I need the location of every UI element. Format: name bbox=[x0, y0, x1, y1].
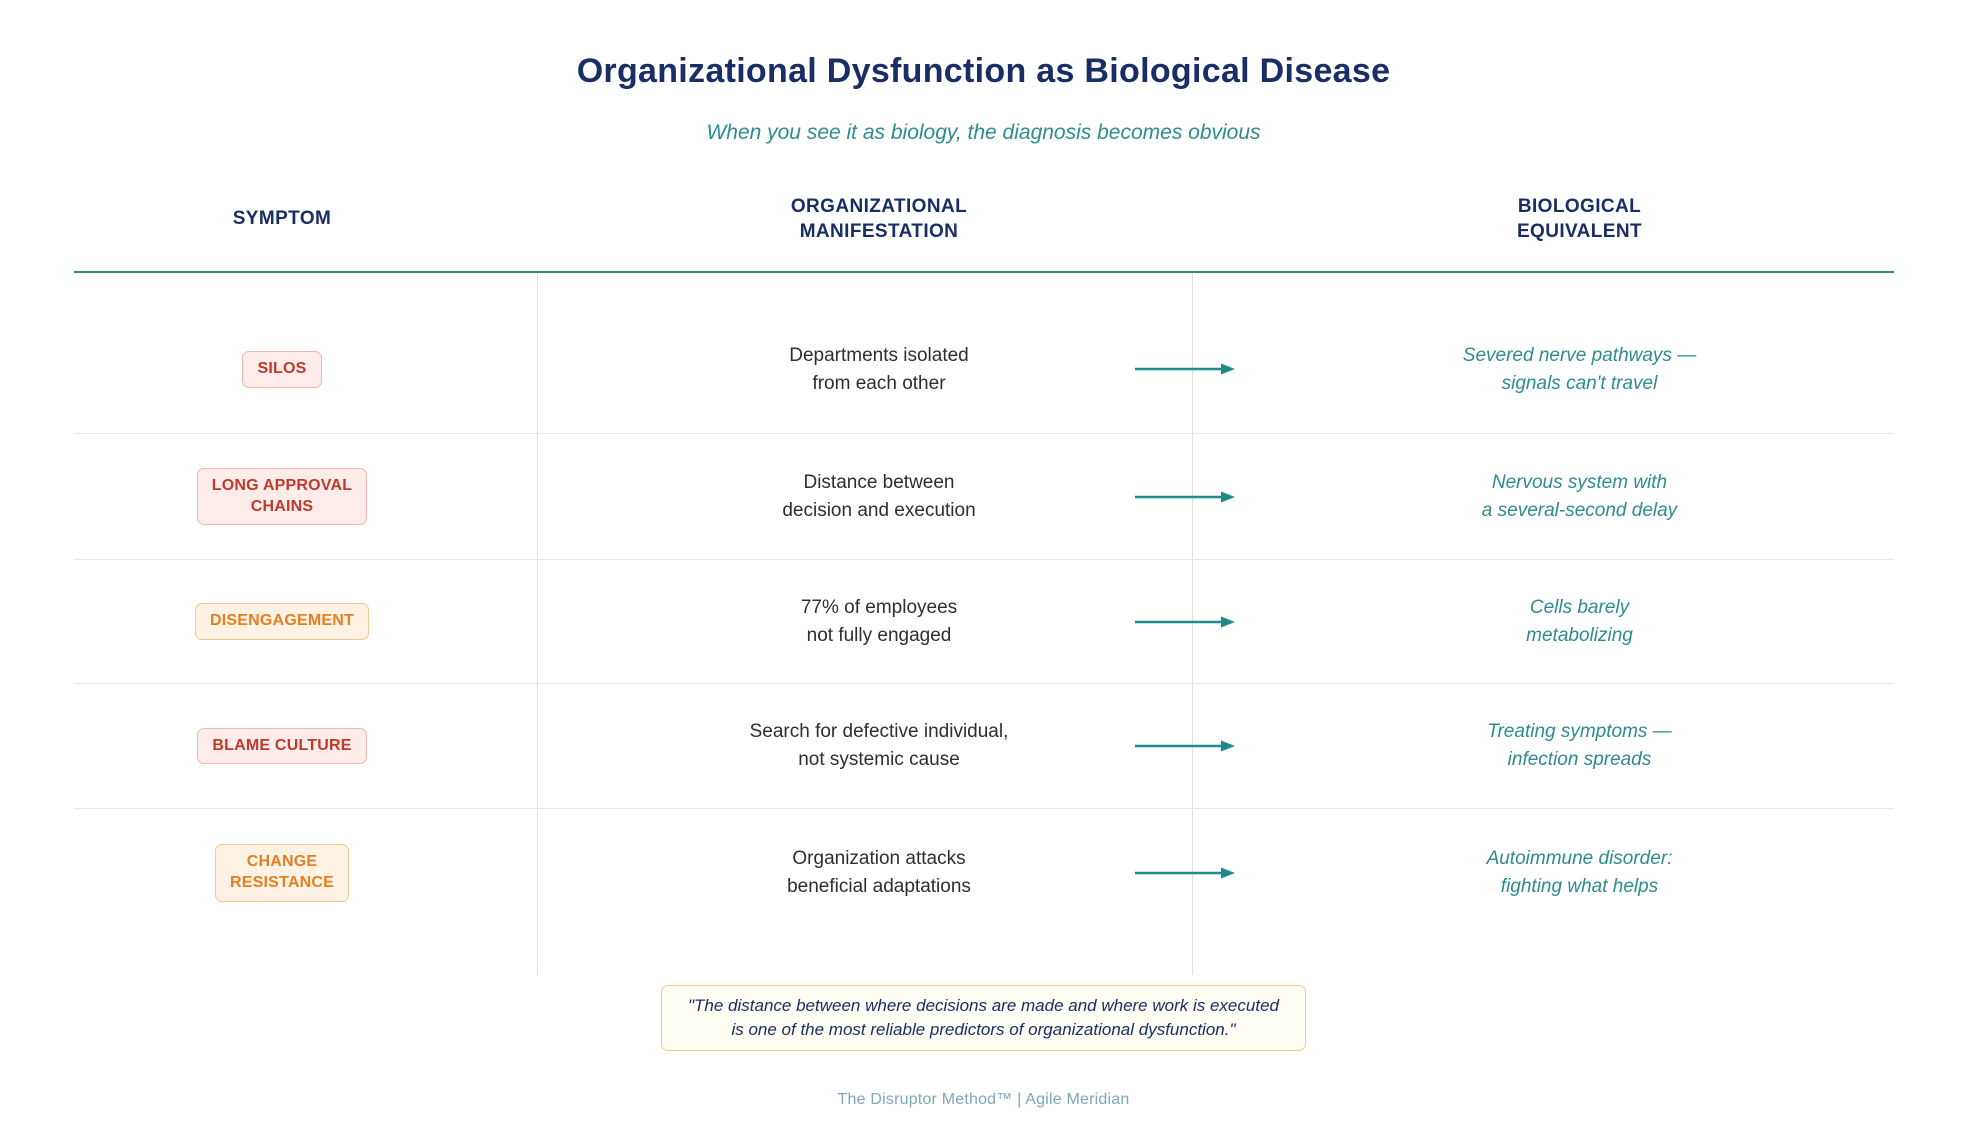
symptom-cell: LONG APPROVAL CHAINS bbox=[74, 467, 537, 526]
symptom-badge: LONG APPROVAL CHAINS bbox=[196, 467, 368, 526]
header-symptom: SYMPTOM bbox=[232, 208, 332, 230]
symptom-badge: BLAME CULTURE bbox=[197, 727, 367, 765]
symptom-badge: SILOS bbox=[242, 351, 322, 388]
biological-text: Autoimmune disorder: fighting what helps bbox=[1486, 848, 1673, 897]
symptom-badge: DISENGAGEMENT bbox=[195, 603, 369, 640]
manifestation-text: Distance between decision and execution bbox=[782, 471, 976, 521]
quote-box: "The distance between where decisions ar… bbox=[661, 985, 1306, 1051]
biological-cell: Treating symptoms — infection spreads bbox=[1192, 718, 1894, 773]
manifestation-cell: Search for defective individual, not sys… bbox=[537, 718, 1192, 773]
manifestation-text: 77% of employees not fully engaged bbox=[800, 596, 958, 646]
biological-text: Treating symptoms — infection spreads bbox=[1487, 721, 1672, 770]
manifestation-cell: Departments isolated from each other bbox=[537, 342, 1192, 397]
header-biological: BIOLOGICAL EQUIVALENT bbox=[1516, 196, 1643, 242]
column-divider-left bbox=[536, 273, 538, 975]
manifestation-text: Departments isolated from each other bbox=[789, 344, 969, 394]
table-rows: SILOS Departments isolated from each oth… bbox=[73, 273, 1894, 975]
table-row: SILOS Departments isolated from each oth… bbox=[73, 273, 1894, 434]
page-subtitle: When you see it as biology, the diagnosi… bbox=[706, 121, 1261, 144]
biological-text: Severed nerve pathways — signals can't t… bbox=[1462, 344, 1697, 394]
arrow-right-icon bbox=[1134, 490, 1235, 504]
header-manifestation: ORGANIZATIONAL MANIFESTATION bbox=[790, 196, 968, 242]
quote-text: "The distance between where decisions ar… bbox=[688, 996, 1279, 1039]
page-title: Organizational Dysfunction as Biological… bbox=[576, 52, 1391, 90]
table-header-row: SYMPTOM ORGANIZATIONAL MANIFESTATION BIO… bbox=[74, 195, 1894, 243]
biological-cell: Nervous system with a several-second del… bbox=[1192, 469, 1894, 524]
manifestation-text: Search for defective individual, not sys… bbox=[749, 721, 1009, 770]
symptom-badge: CHANGE RESISTANCE bbox=[215, 844, 349, 902]
biological-cell: Cells barely metabolizing bbox=[1192, 594, 1894, 649]
arrow-right-icon bbox=[1134, 362, 1235, 376]
footer-text: The Disruptor Method™ | Agile Meridian bbox=[837, 1090, 1130, 1108]
table-row: DISENGAGEMENT 77% of employees not fully… bbox=[73, 560, 1894, 684]
footer: The Disruptor Method™ | Agile Meridian bbox=[0, 1091, 1967, 1109]
header-rule bbox=[73, 271, 1894, 273]
manifestation-cell: Distance between decision and execution bbox=[537, 469, 1192, 524]
biological-cell: Autoimmune disorder: fighting what helps bbox=[1192, 845, 1894, 900]
table-row: LONG APPROVAL CHAINS Distance between de… bbox=[73, 434, 1894, 560]
biological-cell: Severed nerve pathways — signals can't t… bbox=[1192, 342, 1894, 397]
manifestation-cell: Organization attacks beneficial adaptati… bbox=[537, 845, 1192, 900]
column-divider-right bbox=[1191, 273, 1193, 975]
table-row: BLAME CULTURE Search for defective indiv… bbox=[73, 684, 1894, 809]
symptom-cell: SILOS bbox=[74, 351, 537, 388]
biological-text: Nervous system with a several-second del… bbox=[1481, 471, 1678, 521]
arrow-right-icon bbox=[1134, 739, 1235, 753]
comparison-table: SYMPTOM ORGANIZATIONAL MANIFESTATION BIO… bbox=[73, 195, 1894, 975]
arrow-right-icon bbox=[1134, 615, 1235, 629]
symptom-cell: BLAME CULTURE bbox=[74, 727, 537, 765]
symptom-cell: CHANGE RESISTANCE bbox=[74, 844, 537, 902]
biological-text: Cells barely metabolizing bbox=[1526, 596, 1633, 646]
symptom-cell: DISENGAGEMENT bbox=[74, 603, 537, 640]
table-row: CHANGE RESISTANCE Organization attacks b… bbox=[74, 809, 1894, 975]
manifestation-text: Organization attacks beneficial adaptati… bbox=[787, 848, 971, 897]
arrow-right-icon bbox=[1134, 866, 1235, 880]
manifestation-cell: 77% of employees not fully engaged bbox=[537, 594, 1192, 649]
